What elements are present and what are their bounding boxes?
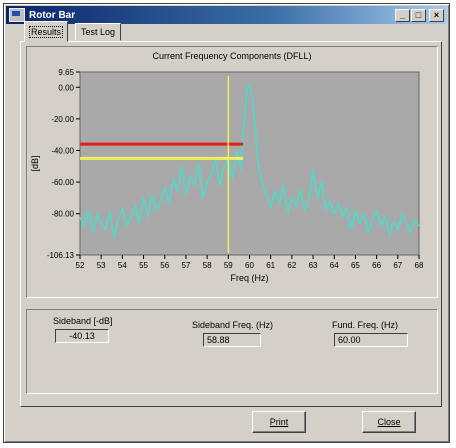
x-tick-label: 63 [309, 261, 318, 270]
x-tick-label: 57 [181, 261, 190, 270]
window-title: Rotor Bar [29, 9, 76, 21]
x-tick-label: 54 [118, 261, 127, 270]
tab-results[interactable]: Results [24, 21, 69, 42]
fund-freq-label: Fund. Freq. (Hz) [332, 320, 399, 330]
results-tab-panel [20, 41, 442, 407]
print-button[interactable]: Print [252, 411, 306, 433]
fund-freq-field: 60.00 [334, 333, 408, 347]
x-tick-label: 58 [203, 261, 212, 270]
x-tick-label: 66 [372, 261, 381, 270]
x-tick-label: 55 [139, 261, 148, 270]
close-window-button[interactable]: × [429, 8, 444, 22]
y-tick-label: -40.00 [51, 146, 74, 155]
x-tick-label: 65 [351, 261, 360, 270]
x-tick-label: 68 [415, 261, 424, 270]
x-tick-label: 53 [97, 261, 106, 270]
tab-results-label: Results [28, 25, 64, 38]
maximize-button[interactable]: □ [411, 8, 426, 22]
sideband-db-label: Sideband [-dB] [53, 316, 113, 326]
spectrum-chart: 9.650.00-20.00-40.00-60.00-80.00-106.13 … [30, 68, 424, 283]
y-axis-label: [dB] [30, 155, 40, 171]
sideband-db-field: -40.13 [55, 329, 109, 343]
print-button-label: Print [269, 417, 289, 427]
y-tick-label: 9.65 [58, 68, 74, 77]
x-axis-label: Freq (Hz) [231, 273, 269, 283]
plot-area [79, 71, 420, 256]
sideband-freq-label: Sideband Freq. (Hz) [192, 320, 274, 330]
minimize-button[interactable]: _ [395, 8, 410, 22]
app-icon [9, 8, 25, 22]
y-tick-label: -106.13 [47, 251, 75, 260]
sideband-freq-field: 58.88 [203, 333, 261, 347]
close-button[interactable]: Close [362, 411, 416, 433]
x-tick-label: 56 [160, 261, 169, 270]
tab-test-log[interactable]: Test Log [75, 23, 122, 41]
y-tick-label: 0.00 [58, 83, 74, 92]
x-tick-label: 60 [245, 261, 254, 270]
y-tick-label: -20.00 [51, 115, 74, 124]
x-tick-label: 59 [224, 261, 233, 270]
x-tick-label: 52 [76, 261, 85, 270]
title-bar[interactable]: Rotor Bar _ □ × [6, 6, 447, 24]
chart-title: Current Frequency Components (DFLL) [152, 51, 312, 61]
results-group-box [26, 309, 438, 394]
x-tick-label: 67 [393, 261, 402, 270]
x-tick-label: 62 [287, 261, 296, 270]
spectrum-line [79, 83, 420, 239]
close-button-label: Close [377, 417, 401, 427]
chart-group-box [26, 46, 438, 298]
y-tick-label: -80.00 [51, 210, 74, 219]
y-tick-label: -60.00 [51, 178, 74, 187]
x-tick-label: 64 [330, 261, 339, 270]
tab-test-log-label: Test Log [81, 27, 116, 37]
x-tick-label: 61 [266, 261, 275, 270]
